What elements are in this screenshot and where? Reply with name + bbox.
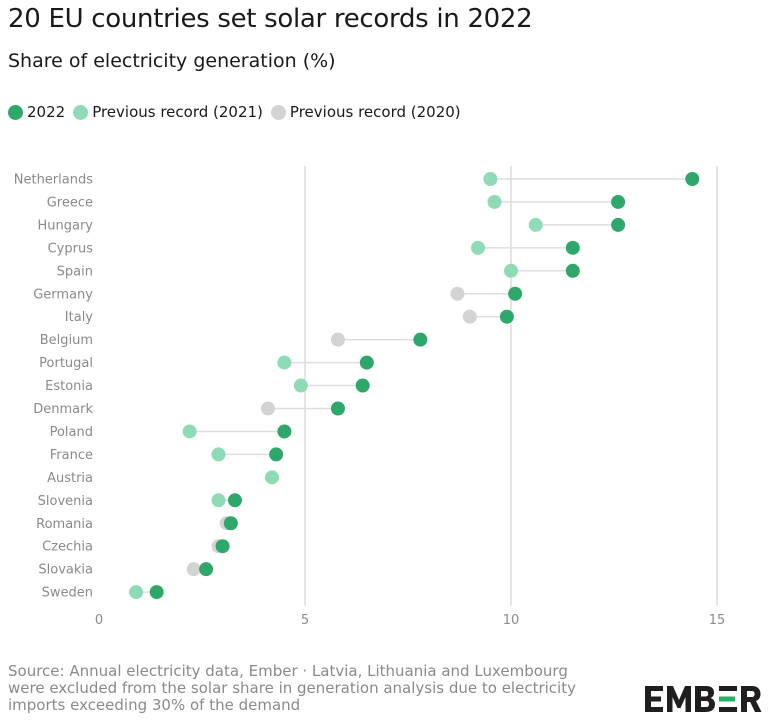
legend-item-2022: 2022: [8, 103, 65, 121]
point-germany-2020: [450, 286, 465, 301]
point-greece-2022: [611, 194, 626, 209]
point-belgium-2020: [330, 332, 345, 347]
legend-marker-2022: [8, 104, 23, 120]
legend-label-2020: Previous record (2020): [289, 103, 461, 121]
point-romania-2022: [223, 516, 238, 531]
point-hungary-2022: [611, 217, 626, 232]
y-tick-label: Romania: [36, 517, 93, 532]
y-tick-label: Italy: [65, 310, 94, 325]
point-portugal-2022: [359, 355, 374, 370]
point-sweden-2021: [129, 585, 144, 600]
y-tick-label: France: [50, 448, 93, 463]
legend-item-2021: Previous record (2021): [73, 103, 263, 121]
point-poland-2021: [182, 424, 197, 439]
point-cyprus-2021: [471, 240, 486, 255]
y-tick-label: Portugal: [39, 356, 93, 371]
x-tick-label: 5: [301, 613, 309, 628]
point-slovenia-2022: [227, 493, 242, 508]
point-portugal-2021: [277, 355, 292, 370]
dot-plot-chart: Netherlands Greece Hungary Cyprus Spain Germa…: [14, 166, 725, 628]
y-tick-label: Denmark: [33, 402, 93, 417]
x-tick-label: 0: [95, 613, 103, 628]
point-cyprus-2022: [565, 240, 580, 255]
y-tick-label: Czechia: [42, 540, 93, 555]
ember-logo: [643, 682, 763, 716]
point-france-2022: [269, 447, 284, 462]
ember-logo-mark: [645, 686, 762, 712]
y-tick-label: Germany: [33, 287, 93, 302]
y-tick-label: Sweden: [42, 586, 93, 601]
y-tick-label: Poland: [50, 425, 93, 440]
legend-label-2021: Previous record (2021): [92, 103, 263, 121]
y-tick-label: Cyprus: [48, 241, 94, 256]
legend-marker-2021: [73, 104, 89, 120]
point-estonia-2021: [293, 378, 308, 393]
legend-label-2022: 2022: [27, 103, 66, 121]
y-tick-label: Austria: [47, 471, 93, 486]
connector-lines: [136, 178, 693, 593]
source-note: Source: Annual electricity data, Ember ·…: [8, 662, 576, 714]
legend: 2022 Previous record (2021) Previous rec…: [8, 103, 469, 121]
point-hungary-2021: [528, 217, 543, 232]
y-tick-label: Belgium: [40, 333, 93, 348]
point-belgium-2022: [413, 332, 428, 347]
y-tick-label: Estonia: [45, 379, 93, 394]
chart-subtitle: Share of electricity generation (%): [8, 50, 336, 72]
point-italy-2020: [462, 309, 477, 324]
data-points: [129, 172, 700, 600]
y-tick-label: Slovakia: [38, 563, 93, 578]
point-estonia-2022: [355, 378, 370, 393]
x-tick-label: 10: [503, 613, 520, 628]
point-sweden-2022: [149, 585, 164, 600]
point-slovenia-2021: [211, 493, 226, 508]
x-axis-labels: 0 5 10 15: [95, 613, 725, 628]
point-italy-2022: [499, 309, 514, 324]
y-axis-labels: Netherlands Greece Hungary Cyprus Spain Germa…: [14, 173, 94, 601]
point-denmark-2020: [260, 401, 275, 416]
point-slovakia-2020: [186, 562, 201, 577]
y-tick-label: Slovenia: [38, 494, 93, 509]
y-tick-label: Greece: [47, 195, 93, 210]
y-tick-label: Netherlands: [14, 173, 93, 188]
point-greece-2021: [487, 194, 502, 209]
legend-marker-2020: [270, 104, 286, 120]
chart-title: 20 EU countries set solar records in 202…: [8, 4, 533, 34]
point-germany-2022: [508, 286, 523, 301]
point-slovakia-2022: [199, 562, 214, 577]
point-france-2021: [211, 447, 226, 462]
point-spain-2021: [504, 263, 518, 278]
point-netherlands-2021: [483, 172, 498, 186]
legend-item-2020: Previous record (2020): [270, 103, 461, 121]
point-austria-2021: [265, 470, 280, 485]
point-denmark-2022: [330, 401, 345, 416]
y-tick-label: Spain: [57, 264, 93, 279]
point-poland-2022: [277, 424, 292, 439]
point-czechia-2022: [215, 539, 230, 554]
point-netherlands-2022: [685, 172, 700, 186]
y-tick-label: Hungary: [37, 218, 93, 233]
point-spain-2022: [565, 263, 580, 278]
x-tick-label: 15: [709, 613, 726, 628]
